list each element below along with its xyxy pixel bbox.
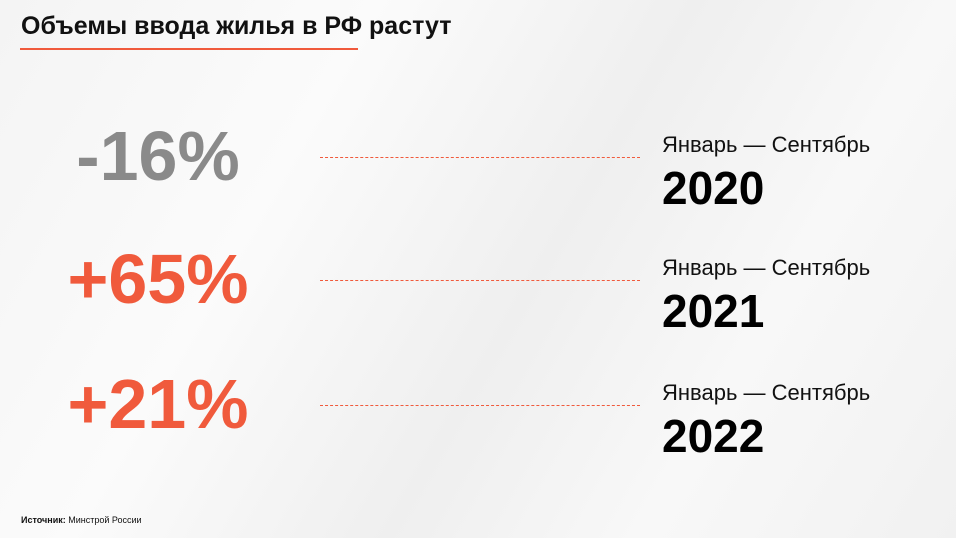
source-label: Источник: [21,515,66,525]
period-label: Январь — Сентябрь [662,132,871,157]
percent-value: -16% [76,117,240,195]
title-underline [20,48,358,50]
percent-value: +21% [67,365,249,443]
source-text: Минстрой России [68,515,142,525]
period-label: Январь — Сентябрь [662,380,871,405]
year-label: 2021 [662,285,765,337]
period-label: Январь — Сентябрь [662,255,871,280]
year-label: 2022 [662,410,765,462]
source: Источник: Минстрой России [21,515,142,525]
title: Объемы ввода жилья в РФ растут [21,12,452,40]
percent-value: +65% [67,240,249,318]
dashed-line [320,405,640,406]
dashed-line [320,280,640,281]
year-label: 2020 [662,162,765,214]
dashed-line [320,157,640,158]
